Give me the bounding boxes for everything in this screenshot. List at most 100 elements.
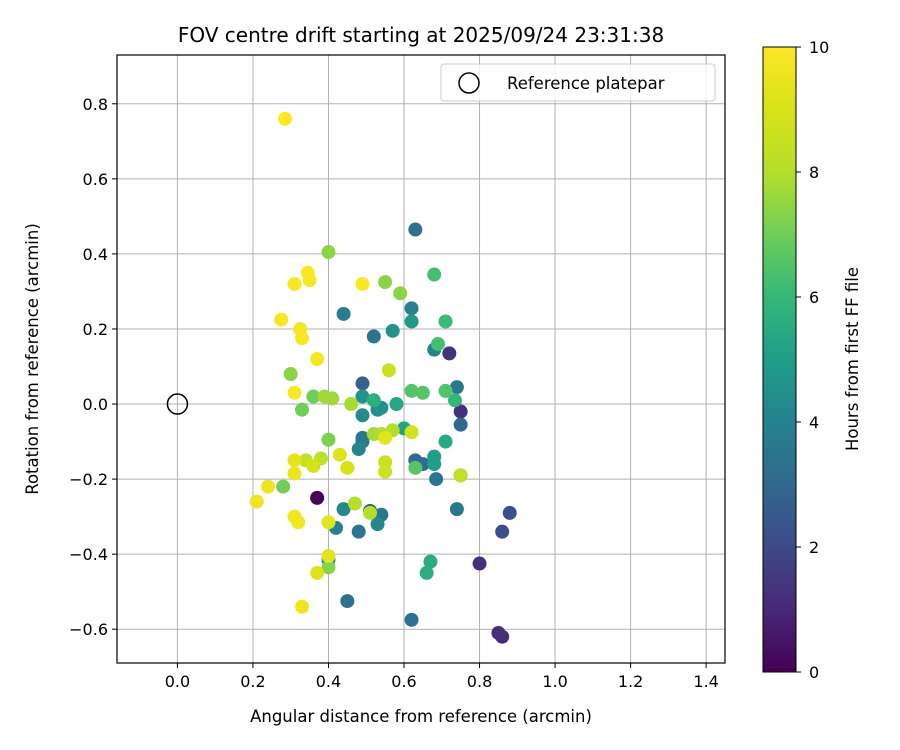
- data-point: [427, 267, 442, 282]
- data-point: [415, 385, 430, 400]
- grid-lines: [117, 55, 725, 663]
- data-point: [408, 460, 423, 475]
- data-point: [419, 565, 434, 580]
- colorbar: 0 2 4 6 8 10 Hours from first FF file: [762, 38, 862, 682]
- legend-marker: [458, 72, 480, 94]
- data-point: [378, 275, 393, 290]
- legend-box: [440, 63, 716, 102]
- data-point: [453, 404, 468, 419]
- data-point: [404, 314, 419, 329]
- data-point: [355, 276, 370, 291]
- data-point: [295, 402, 310, 417]
- y-axis-ticks: −0.6 −0.4 −0.2 0.0 0.2 0.4 0.6 0.8: [69, 95, 117, 639]
- reference-layer: [166, 393, 189, 415]
- data-point: [370, 517, 385, 532]
- data-point: [447, 393, 462, 408]
- x-tick-label: 1.2: [618, 672, 643, 691]
- x-axis-ticks: 0.0 0.2 0.4 0.6 0.8 1.0 1.2 1.4: [165, 663, 719, 691]
- x-tick-label: 1.0: [542, 672, 567, 691]
- data-point: [491, 625, 506, 640]
- colorbar-tick-label: 4: [809, 413, 819, 432]
- data-point: [300, 265, 315, 280]
- data-point: [366, 329, 381, 344]
- colorbar-tick-label: 2: [809, 538, 819, 557]
- colorbar-label: Hours from first FF file: [843, 267, 862, 451]
- data-point: [287, 385, 302, 400]
- legend: Reference platepar: [440, 63, 716, 102]
- data-point: [336, 306, 351, 321]
- legend-label: Reference platepar: [507, 74, 665, 93]
- data-point: [249, 494, 264, 509]
- x-tick-label: 0.6: [391, 672, 416, 691]
- y-tick-label: −0.2: [69, 470, 108, 489]
- y-tick-label: 0.4: [83, 245, 108, 264]
- data-point: [502, 505, 517, 520]
- data-point: [449, 502, 464, 517]
- data-point: [430, 336, 445, 351]
- data-point: [366, 393, 381, 408]
- data-point: [351, 442, 366, 457]
- x-axis-label: Angular distance from reference (arcmin): [250, 707, 592, 726]
- colorbar-gradient: [762, 46, 797, 673]
- data-point: [449, 380, 464, 395]
- data-point: [453, 417, 468, 432]
- data-point: [276, 479, 291, 494]
- data-point: [321, 245, 336, 260]
- data-point: [438, 314, 453, 329]
- x-tick-label: 0.2: [240, 672, 265, 691]
- data-point: [321, 560, 336, 575]
- data-point: [363, 505, 378, 520]
- x-tick-label: 1.4: [693, 672, 718, 691]
- y-tick-label: 0.0: [83, 395, 108, 414]
- data-point: [336, 502, 351, 517]
- data-point: [340, 460, 355, 475]
- data-point: [291, 515, 306, 530]
- data-point: [453, 468, 468, 483]
- data-point: [332, 447, 347, 462]
- data-point: [347, 496, 362, 511]
- data-point: [287, 466, 302, 481]
- data-point: [438, 434, 453, 449]
- data-point: [404, 612, 419, 627]
- data-point: [278, 111, 293, 126]
- data-point: [355, 389, 370, 404]
- data-point: [274, 312, 289, 327]
- data-point: [404, 383, 419, 398]
- data-point: [351, 524, 366, 539]
- y-axis-label: Rotation from reference (arcmin): [23, 223, 42, 495]
- colorbar-tick-label: 6: [809, 288, 819, 307]
- data-point: [325, 391, 340, 406]
- data-point: [378, 430, 393, 445]
- data-point: [287, 276, 302, 291]
- data-point: [438, 383, 453, 398]
- data-point: [306, 389, 321, 404]
- data-point: [344, 397, 359, 412]
- data-point: [381, 363, 396, 378]
- data-point: [321, 549, 336, 564]
- colorbar-tick-label: 0: [809, 663, 819, 682]
- data-point: [306, 458, 321, 473]
- data-point: [293, 321, 308, 336]
- y-tick-label: −0.6: [69, 620, 108, 639]
- y-tick-label: −0.4: [69, 545, 108, 564]
- data-point: [404, 425, 419, 440]
- data-point: [385, 323, 400, 338]
- data-point: [389, 397, 404, 412]
- data-point: [472, 556, 487, 571]
- data-point: [393, 286, 408, 301]
- plot-frame: [116, 54, 726, 664]
- y-tick-label: 0.6: [83, 170, 108, 189]
- data-point: [429, 472, 444, 487]
- data-point: [408, 222, 423, 237]
- colorbar-tick-label: 8: [809, 163, 819, 182]
- data-point: [321, 432, 336, 447]
- x-tick-label: 0.8: [467, 672, 492, 691]
- data-point: [295, 599, 310, 614]
- data-points: [249, 111, 517, 644]
- colorbar-tick-label: 10: [809, 38, 829, 57]
- data-point: [261, 479, 276, 494]
- data-point: [287, 453, 302, 468]
- data-point: [378, 464, 393, 479]
- data-point: [321, 515, 336, 530]
